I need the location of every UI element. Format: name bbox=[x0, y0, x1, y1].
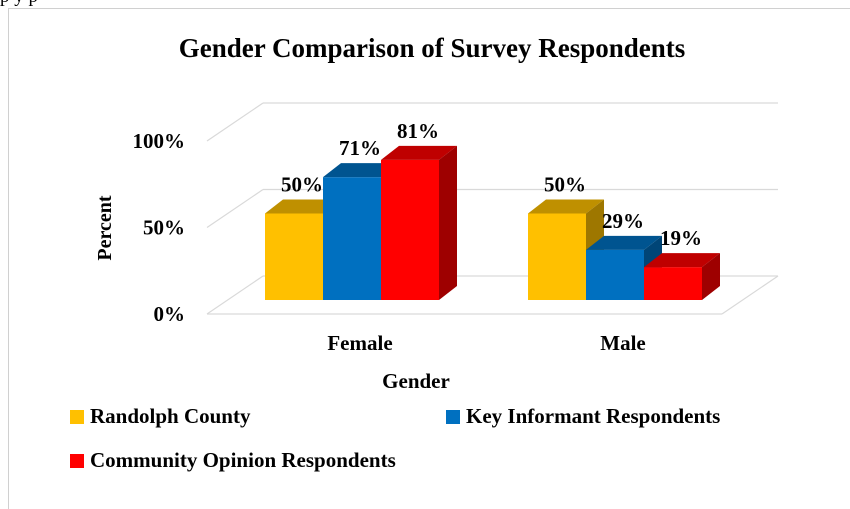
clipped-caption-text: p y p bbox=[0, 0, 38, 8]
labels-layer: 0% 50% 100% Female Male 50% 71% 81% 50% 29% 19% bbox=[133, 119, 703, 355]
chart: Gender Comparison of Survey Respondents … bbox=[94, 33, 779, 393]
y-tick-label: 0% bbox=[154, 302, 186, 326]
bar-front bbox=[528, 213, 586, 300]
bar-side bbox=[702, 253, 720, 300]
gridline-slant bbox=[206, 275, 264, 315]
bar-front bbox=[265, 213, 323, 300]
chart-title: Gender Comparison of Survey Respondents bbox=[179, 33, 686, 63]
bar-top bbox=[586, 235, 662, 250]
bar-top bbox=[644, 253, 720, 268]
bar-front bbox=[644, 267, 702, 300]
bar-male-2 bbox=[586, 235, 662, 300]
bar-top bbox=[323, 163, 399, 178]
x-tick-label: Female bbox=[327, 331, 392, 355]
gridline-slant bbox=[206, 189, 264, 228]
bar-top bbox=[265, 199, 341, 214]
bar-front bbox=[381, 159, 439, 300]
data-label: 19% bbox=[660, 226, 702, 250]
data-label: 50% bbox=[544, 173, 586, 197]
bar-side bbox=[439, 145, 457, 300]
bars-layer bbox=[265, 145, 720, 300]
bar-female-3 bbox=[381, 145, 457, 300]
bar-top bbox=[381, 145, 457, 160]
data-label: 71% bbox=[339, 136, 381, 160]
chart-frame bbox=[8, 8, 850, 509]
x-axis-title: Gender bbox=[382, 369, 450, 393]
bar-top bbox=[528, 199, 604, 214]
data-label: 50% bbox=[281, 173, 323, 197]
y-tick-label: 100% bbox=[133, 129, 186, 153]
data-label: 29% bbox=[602, 209, 644, 233]
y-tick-label: 50% bbox=[143, 216, 185, 240]
bar-male-3 bbox=[644, 253, 720, 300]
bar-front bbox=[586, 249, 644, 300]
bar-front bbox=[323, 177, 381, 300]
floor-right-line bbox=[721, 275, 779, 315]
gridline-slant bbox=[206, 102, 264, 142]
y-axis-title: Percent bbox=[94, 195, 116, 260]
x-tick-label: Male bbox=[600, 331, 645, 355]
data-label: 81% bbox=[397, 119, 439, 143]
